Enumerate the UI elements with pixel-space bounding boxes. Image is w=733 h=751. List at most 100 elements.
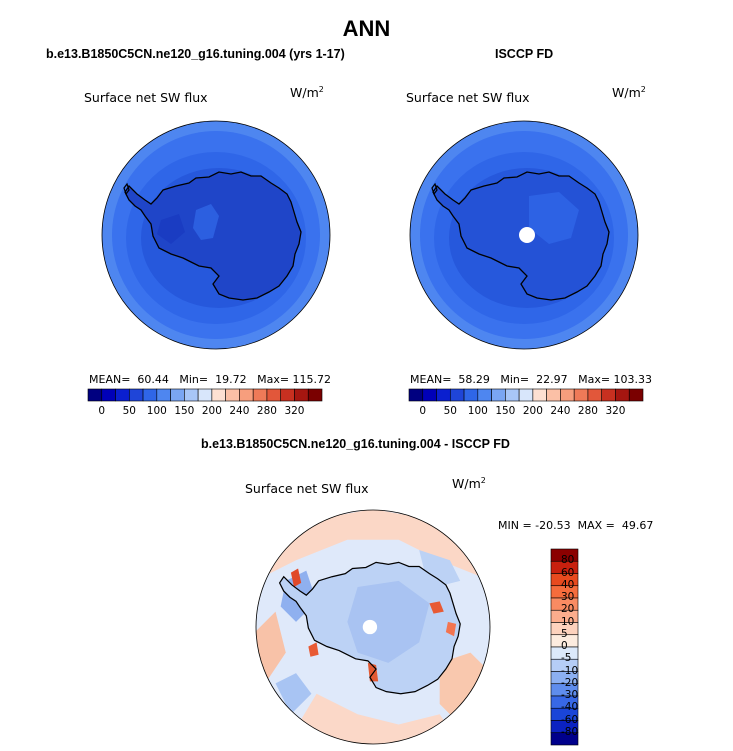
interior-anomaly	[347, 580, 430, 663]
panel-3-title: b.e13.B1850C5CN.ne120_g16.tuning.004 - I…	[201, 437, 510, 451]
colorbar-tick-label: 100	[467, 405, 488, 417]
colorbar-cell	[211, 388, 226, 402]
colorbar-cell	[491, 388, 506, 402]
hotspot	[290, 568, 302, 587]
hotspot	[445, 621, 457, 637]
colorbar-tick-label: 240	[229, 405, 250, 417]
colorbar-tick-label: 320	[284, 405, 305, 417]
pole-hole	[519, 227, 535, 243]
colorbar-cell	[156, 388, 171, 402]
colorbar-cell	[477, 388, 492, 402]
island-outline	[123, 182, 130, 196]
colorbar-tick-label: 20	[561, 603, 575, 616]
colorbar-tick-label: 0	[98, 405, 106, 417]
colorbar-cell	[505, 388, 520, 402]
colorbar-tick-label: 40	[561, 578, 575, 591]
panel-2-polar-map	[409, 120, 639, 350]
colorbar-tick-label: -30	[561, 689, 579, 701]
colorbar-tick-label: 80	[561, 554, 575, 567]
panel-2-colorbar	[408, 388, 644, 402]
colorbar-cell	[280, 388, 295, 402]
west-patch	[157, 214, 185, 244]
panel-2-units: W/m2	[612, 85, 646, 101]
colorbar-tick-label: 50	[122, 405, 136, 417]
colorbar-tick-label: 5	[561, 627, 568, 640]
colorbar-cell	[601, 388, 616, 402]
panel-1-polar-map	[101, 120, 331, 350]
antarctica-coastline	[124, 171, 302, 301]
antarctica-coastline	[278, 561, 461, 695]
colorbar-cell	[128, 388, 144, 402]
colorbar-cell	[252, 388, 268, 402]
panel-3-variable: Surface net SW flux	[245, 481, 369, 496]
colorbar-tick-label: 280	[256, 405, 277, 417]
colorbar-cell	[463, 388, 479, 402]
colorbar-tick-label: 30	[561, 591, 575, 603]
panel-2-title: ISCCP FD	[495, 47, 554, 61]
panel-1-units: W/m2	[290, 85, 324, 101]
colorbar-cell	[294, 388, 309, 402]
colorbar-cell	[573, 388, 589, 402]
colorbar-cell	[307, 388, 323, 402]
colorbar-cell	[550, 732, 579, 746]
colorbar-tick-label: 240	[550, 405, 571, 417]
colorbar-cell	[115, 388, 130, 402]
map-border	[101, 120, 331, 350]
colorbar-tick-label: 200	[201, 405, 222, 417]
colorbar-cell	[266, 388, 282, 402]
colorbar-cell	[532, 388, 547, 402]
colorbar-tick-label: 280	[577, 405, 598, 417]
panel-2-stats: MEAN= 58.29 Min= 22.97 Max= 103.33	[410, 373, 653, 386]
colorbar-cell	[587, 388, 603, 402]
panel-3-stats: MIN = -20.53 MAX = 49.67	[498, 519, 654, 532]
panel-1-stats: MEAN= 60.44 Min= 19.72 Max= 115.72	[89, 373, 332, 386]
hotspot	[429, 601, 444, 614]
panel-3-colorbar	[550, 548, 579, 746]
panel-2-variable: Surface net SW flux	[406, 90, 530, 105]
colorbar-tick-label: -40	[561, 701, 579, 714]
colorbar-tick-label: -5	[561, 652, 572, 665]
colorbar-tick-label: 150	[174, 405, 195, 417]
colorbar-cell	[197, 388, 213, 402]
map-border	[409, 120, 639, 350]
panel-1-variable: Surface net SW flux	[84, 90, 208, 105]
colorbar-tick-label: 200	[522, 405, 543, 417]
interior-patch	[529, 192, 579, 244]
colorbar-cell	[546, 388, 561, 402]
colorbar-tick-label: -10	[561, 664, 579, 677]
colorbar-tick-label: -20	[561, 676, 579, 689]
colorbar-cell	[408, 388, 424, 402]
colorbar-tick-label: 100	[146, 405, 167, 417]
panel-1-title: b.e13.B1850C5CN.ne120_g16.tuning.004 (yr…	[46, 47, 345, 61]
colorbar-cell	[170, 388, 185, 402]
colorbar-tick-label: 150	[495, 405, 516, 417]
colorbar-cell	[449, 388, 465, 402]
colorbar-tick-label: 10	[561, 615, 575, 628]
colorbar-cell	[422, 388, 437, 402]
colorbar-cell	[615, 388, 630, 402]
colorbar-cell	[87, 388, 103, 402]
colorbar-cell	[628, 388, 644, 402]
colorbar-cell	[184, 388, 199, 402]
colorbar-tick-label: 0	[561, 640, 568, 652]
diff-anomaly-region	[419, 550, 461, 586]
colorbar-cell	[560, 388, 575, 402]
colorbar-cell	[225, 388, 240, 402]
colorbar-tick-label: 0	[419, 405, 427, 417]
hotspot	[308, 642, 319, 657]
colorbar-cell	[101, 388, 116, 402]
colorbar-cell	[518, 388, 534, 402]
map-border	[255, 509, 491, 745]
colorbar-cell	[142, 388, 158, 402]
diff-anomaly-region	[285, 693, 461, 744]
pole-hole	[362, 619, 378, 635]
colorbar-tick-label: 60	[561, 566, 575, 579]
colorbar-cell	[436, 388, 451, 402]
panel-3-units: W/m2	[452, 476, 486, 492]
diff-anomaly-region	[275, 673, 312, 715]
colorbar-tick-label: 320	[605, 405, 626, 417]
colorbar-cell	[239, 388, 254, 402]
panel-1-colorbar	[87, 388, 323, 402]
colorbar-tick-label: 50	[443, 405, 457, 417]
main-title: ANN	[342, 16, 391, 41]
